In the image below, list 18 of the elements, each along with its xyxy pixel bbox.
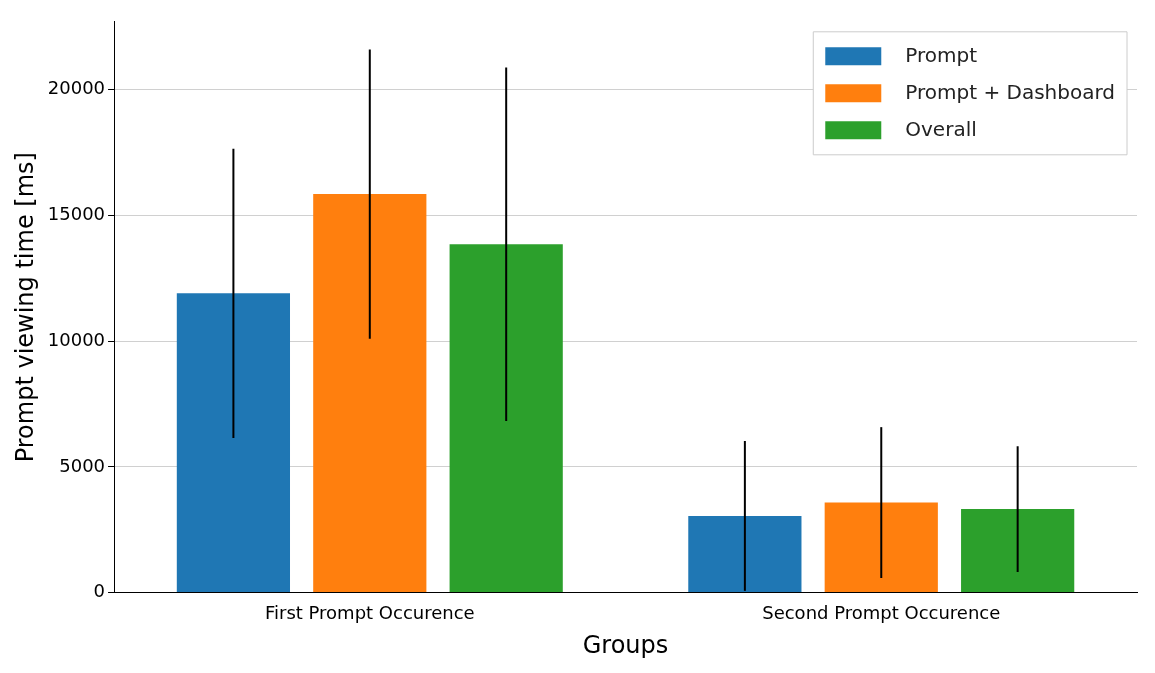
legend-label: Prompt + Dashboard [905,79,1116,104]
y-tick-label: 20000 [47,77,106,99]
legend-label: Overall [905,116,977,141]
y-axis-title: Prompt viewing time [ms] [10,152,39,463]
y-tick-label: 5000 [59,454,106,476]
legend-label: Prompt [905,42,978,67]
bar [176,293,291,593]
x-tick-label: Second Prompt Occurence [762,602,1001,624]
x-axis-title: Groups [582,630,669,659]
bar [824,502,938,593]
bar [449,244,563,593]
x-tick-label: First Prompt Occurence [264,602,475,624]
y-tick-label: 0 [93,580,106,602]
bar [313,194,427,593]
y-tick-label: 10000 [47,328,106,350]
y-tick-label: 15000 [47,203,106,225]
bar [961,509,1075,593]
bar [688,515,802,593]
